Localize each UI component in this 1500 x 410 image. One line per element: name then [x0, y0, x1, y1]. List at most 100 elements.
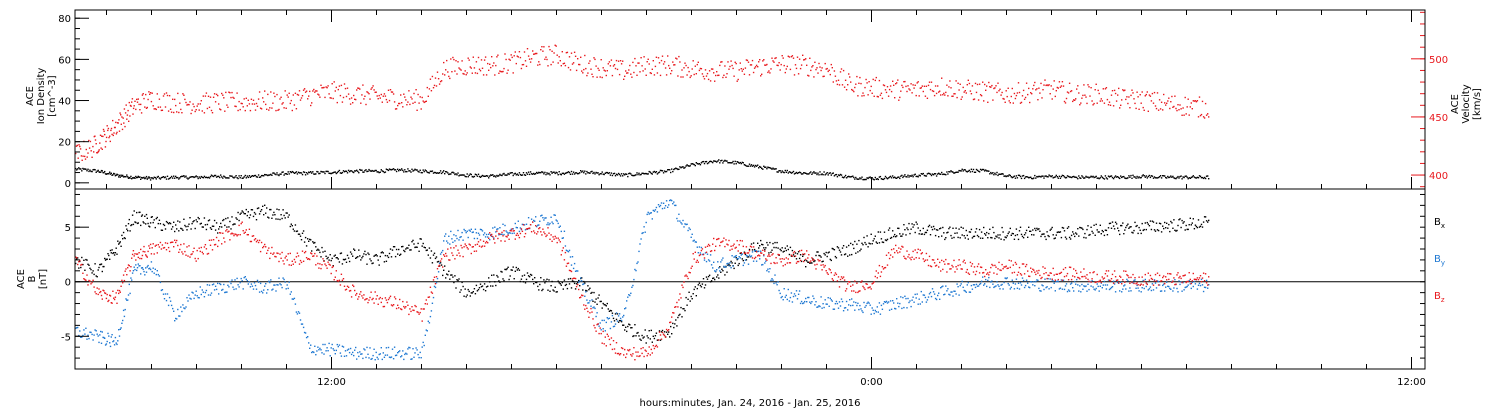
data-point: [536, 171, 538, 174]
data-point: [865, 243, 867, 246]
data-point: [151, 270, 153, 273]
data-point: [317, 346, 319, 348]
data-point: [131, 279, 133, 281]
data-point: [75, 145, 78, 147]
data-point: [484, 242, 487, 244]
data-point: [1033, 234, 1035, 236]
data-point: [281, 103, 283, 105]
data-point: [520, 278, 523, 280]
data-point: [670, 199, 672, 201]
data-point: [507, 233, 509, 235]
data-point: [908, 301, 910, 304]
data-point: [566, 287, 569, 290]
data-point: [307, 173, 309, 175]
data-point: [535, 281, 537, 284]
data-point: [1028, 87, 1030, 90]
data-point: [895, 308, 897, 310]
data-point: [1031, 93, 1033, 95]
data-point: [675, 204, 677, 207]
data-point: [570, 287, 573, 289]
data-point: [546, 223, 548, 226]
data-point: [635, 269, 637, 272]
data-point: [637, 62, 639, 64]
data-point: [430, 170, 433, 173]
data-point: [1142, 229, 1144, 232]
data-point: [919, 87, 921, 89]
data-point: [509, 275, 511, 277]
data-point: [1066, 227, 1069, 229]
data-point: [689, 165, 691, 167]
data-point: [106, 340, 108, 343]
data-point: [1112, 280, 1115, 282]
data-point: [278, 277, 280, 279]
data-point: [1156, 177, 1159, 179]
data-point: [790, 56, 793, 58]
data-point: [523, 51, 526, 53]
data-point: [905, 234, 907, 236]
data-point: [264, 90, 266, 92]
data-point: [1149, 95, 1152, 97]
data-point: [674, 323, 676, 325]
tick-label: 40: [58, 97, 71, 108]
data-point: [398, 307, 400, 309]
data-point: [820, 69, 822, 72]
data-point: [140, 112, 143, 114]
data-point: [543, 46, 545, 48]
data-point: [187, 300, 189, 302]
data-point: [699, 164, 702, 166]
data-point: [82, 155, 84, 157]
data-point: [789, 246, 792, 249]
data-point: [192, 292, 194, 294]
data-point: [695, 295, 697, 297]
data-point: [75, 167, 77, 170]
data-point: [611, 174, 614, 177]
data-point: [1030, 230, 1032, 232]
data-point: [778, 289, 780, 292]
data-point: [256, 176, 259, 178]
data-point: [1030, 281, 1032, 283]
data-point: [345, 170, 348, 172]
data-point: [546, 58, 548, 61]
data-point: [404, 353, 406, 356]
data-point: [712, 161, 714, 164]
data-point: [713, 160, 715, 162]
data-point: [691, 233, 693, 235]
data-point: [656, 173, 659, 175]
data-point: [394, 354, 397, 357]
data-point: [228, 286, 230, 288]
data-point: [322, 343, 324, 346]
data-point: [582, 72, 584, 74]
data-point: [744, 259, 747, 261]
data-point: [397, 168, 399, 170]
data-point: [655, 206, 658, 209]
data-point: [423, 308, 425, 310]
data-point: [633, 335, 635, 337]
data-point: [1066, 290, 1069, 293]
data-point: [1018, 288, 1021, 290]
data-point: [1079, 285, 1081, 287]
data-point: [1048, 288, 1050, 290]
data-point: [1022, 174, 1025, 177]
data-point: [309, 90, 311, 93]
data-point: [444, 235, 446, 237]
data-point: [409, 170, 411, 172]
data-point: [828, 251, 830, 253]
data-point: [996, 91, 998, 94]
data-point: [728, 264, 730, 267]
data-point: [1013, 92, 1016, 95]
data-point: [1126, 177, 1128, 180]
data-point: [108, 172, 110, 175]
data-point: [687, 165, 689, 167]
data-point: [128, 101, 130, 104]
data-point: [859, 250, 861, 252]
data-point: [1152, 221, 1155, 223]
data-point: [751, 165, 754, 167]
data-point: [431, 170, 434, 172]
data-point: [941, 286, 943, 288]
data-point: [190, 176, 192, 178]
data-point: [180, 108, 182, 111]
data-point: [462, 255, 464, 258]
data-point: [933, 293, 936, 295]
data-point: [392, 168, 395, 170]
data-point: [893, 177, 895, 179]
